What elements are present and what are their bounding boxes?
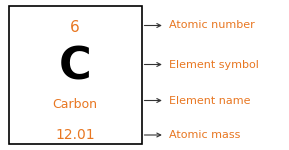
Text: C: C xyxy=(59,46,92,89)
Text: Element name: Element name xyxy=(169,96,251,105)
Text: Carbon: Carbon xyxy=(53,99,98,111)
Text: Element symbol: Element symbol xyxy=(169,60,259,69)
Text: Atomic number: Atomic number xyxy=(169,21,255,30)
Text: 6: 6 xyxy=(70,20,80,34)
FancyBboxPatch shape xyxy=(9,6,142,144)
Text: 12.01: 12.01 xyxy=(55,128,95,142)
Text: Atomic mass: Atomic mass xyxy=(169,130,240,140)
